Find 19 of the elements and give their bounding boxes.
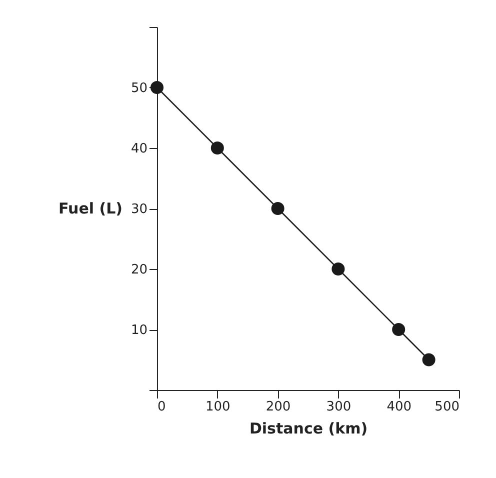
- x-tick-label: 300: [326, 400, 352, 414]
- point: [210, 141, 224, 155]
- x-tick-label: 200: [266, 400, 291, 414]
- y-tick-label: 20: [130, 262, 148, 278]
- point: [422, 353, 436, 366]
- x-tick-label: 400: [386, 400, 412, 414]
- y-axis-title: Fuel (L): [58, 200, 122, 218]
- point: [150, 80, 164, 94]
- y-tick-label: 40: [130, 142, 148, 156]
- x-axis-title: Distance (km): [249, 420, 368, 438]
- point: [332, 262, 345, 276]
- x-tick-label: 0: [158, 400, 166, 414]
- x-tick-label: 100: [205, 400, 230, 414]
- y-tick-label: 10: [130, 323, 148, 338]
- point: [392, 322, 406, 336]
- y-tick-label: 30: [130, 202, 148, 217]
- x-tick-label: 500: [434, 400, 460, 414]
- y-tick-label: 50: [130, 81, 148, 96]
- point: [271, 202, 284, 216]
